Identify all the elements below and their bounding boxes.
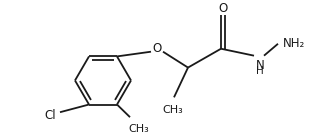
Text: NH₂: NH₂ [283,37,305,50]
Text: CH₃: CH₃ [129,124,149,134]
Text: CH₃: CH₃ [163,105,183,115]
Text: N: N [256,59,265,72]
Text: Cl: Cl [44,109,56,122]
Text: O: O [218,2,228,14]
Text: O: O [152,42,162,55]
Text: H: H [256,66,264,76]
